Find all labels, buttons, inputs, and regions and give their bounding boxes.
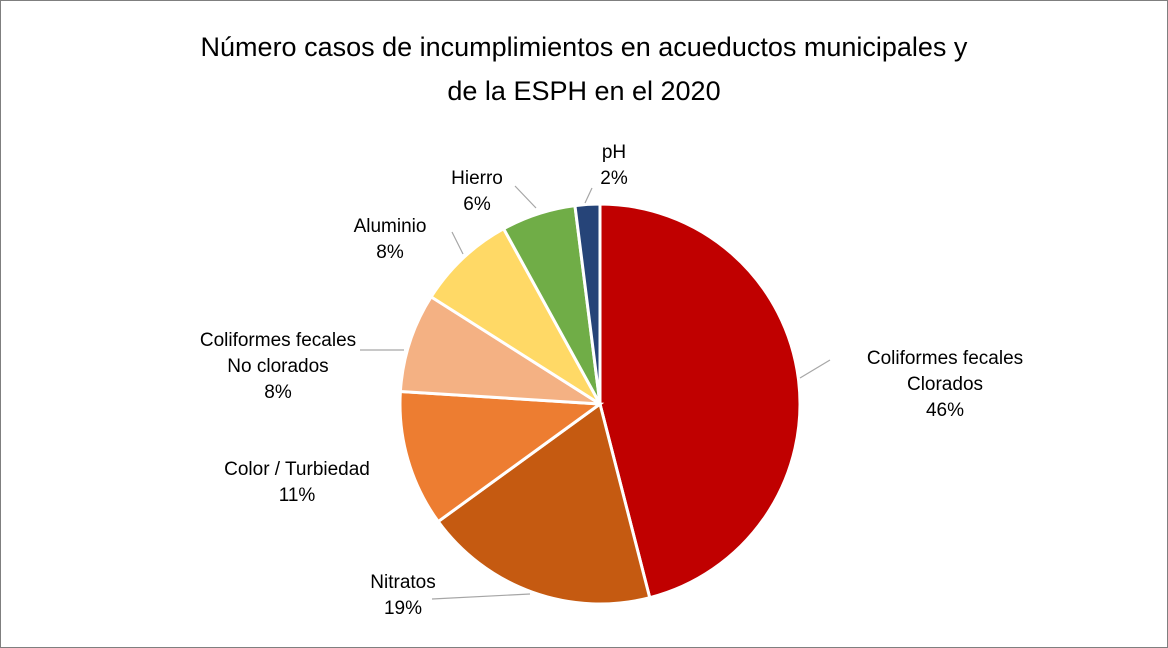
pie-slice: [598, 202, 802, 600]
data-label: Coliformes fecales Clorados 46%: [867, 346, 1023, 424]
value-label: 46%: [925, 400, 965, 421]
data-label: Color / Turbiedad 11%: [224, 457, 370, 509]
pie-slice: [398, 294, 601, 406]
data-label: Hierro 6%: [451, 166, 503, 218]
chart-title: Número casos de incumplimientos en acued…: [200, 32, 968, 106]
leader-line: [584, 187, 593, 204]
category-label: Coliformes fecales Clorados: [866, 348, 1024, 395]
leader-line: [431, 593, 531, 600]
pie-slice: [429, 226, 602, 406]
category-label: Color / Turbiedad: [224, 459, 370, 480]
pie-slice: [573, 202, 602, 405]
value-label: 8%: [264, 382, 292, 403]
data-label: Aluminio 8%: [354, 214, 427, 266]
category-label: Nitratos: [370, 572, 436, 593]
value-label: 2%: [600, 168, 628, 189]
data-label: Nitratos 19%: [370, 570, 435, 622]
leader-line: [451, 231, 464, 255]
leader-line: [799, 359, 831, 379]
value-label: 11%: [278, 485, 316, 506]
category-label: Aluminio: [353, 216, 427, 237]
category-label: pH: [601, 142, 627, 163]
data-label: pH 2%: [600, 140, 627, 192]
data-label: Coliformes fecales No clorados 8%: [200, 328, 356, 406]
pie-slice: [398, 389, 605, 524]
leader-line: [514, 185, 537, 209]
value-label: 6%: [463, 194, 491, 215]
category-label: Coliformes fecales No clorados: [199, 330, 357, 377]
category-label: Hierro: [451, 168, 503, 189]
value-label: 8%: [376, 242, 404, 263]
pie-slice: [436, 401, 652, 606]
value-label: 19%: [383, 598, 423, 619]
